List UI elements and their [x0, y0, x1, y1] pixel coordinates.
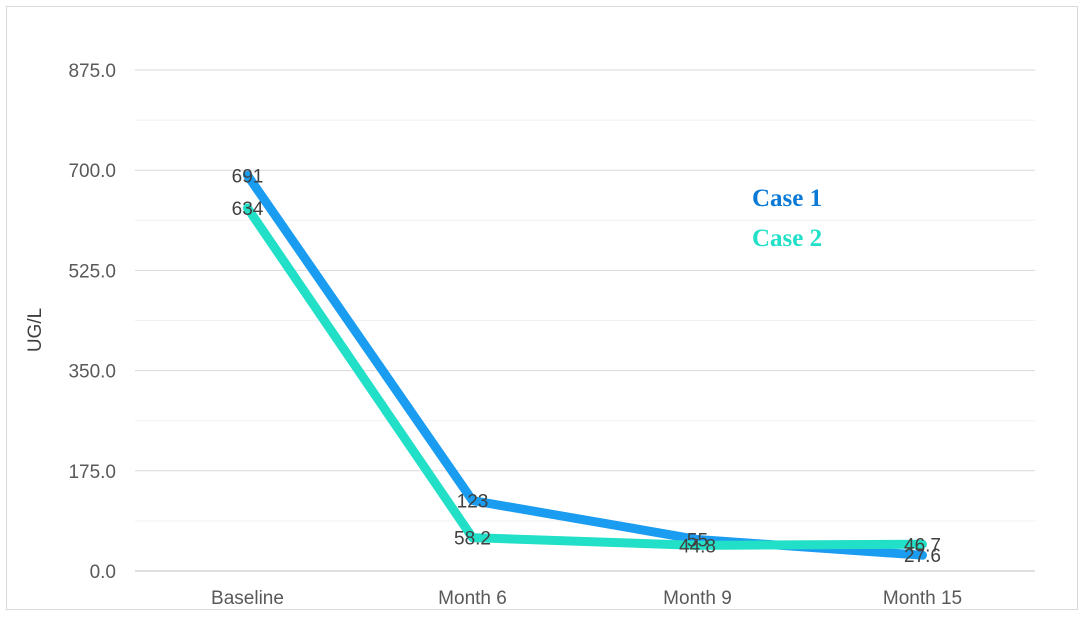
y-tick-label: 0.0: [90, 562, 116, 583]
data-labels: 691 123 55 27.6 634 58.2 44.8 46.7: [232, 166, 941, 567]
y-tick-label: 350.0: [68, 362, 116, 383]
x-tick-label: Month 15: [883, 588, 962, 609]
y-axis-title: UG/L: [25, 308, 46, 352]
legend: Case 1 Case 2: [752, 185, 822, 252]
data-label-case-2: 44.8: [679, 536, 716, 557]
y-axis-ticks: 0.0 175.0 350.0 525.0 700.0 875.0: [68, 61, 116, 583]
y-tick-label: 875.0: [68, 61, 116, 82]
data-label-case-2: 46.7: [904, 535, 941, 556]
x-tick-label: Month 9: [663, 588, 732, 609]
data-label-case-2: 58.2: [454, 529, 491, 550]
x-axis-ticks: Baseline Month 6 Month 9 Month 15: [211, 588, 962, 609]
gridlines: [135, 69, 1035, 572]
series-lines: [243, 170, 927, 560]
y-tick-label: 175.0: [68, 462, 116, 483]
y-tick-label: 700.0: [68, 161, 116, 182]
legend-entry-case-1: Case 1: [752, 185, 822, 212]
data-label-case-1: 691: [232, 166, 264, 187]
series-line-case-2: [243, 203, 927, 550]
data-label-case-1: 55: [687, 531, 708, 552]
x-tick-label: Baseline: [211, 588, 284, 609]
data-label-case-1: 27.6: [904, 546, 941, 567]
data-label-case-1: 123: [457, 492, 489, 513]
y-tick-label: 525.0: [68, 261, 116, 282]
legend-entry-case-2: Case 2: [752, 225, 822, 252]
x-tick-label: Month 6: [438, 588, 507, 609]
data-label-case-2: 634: [232, 199, 264, 220]
